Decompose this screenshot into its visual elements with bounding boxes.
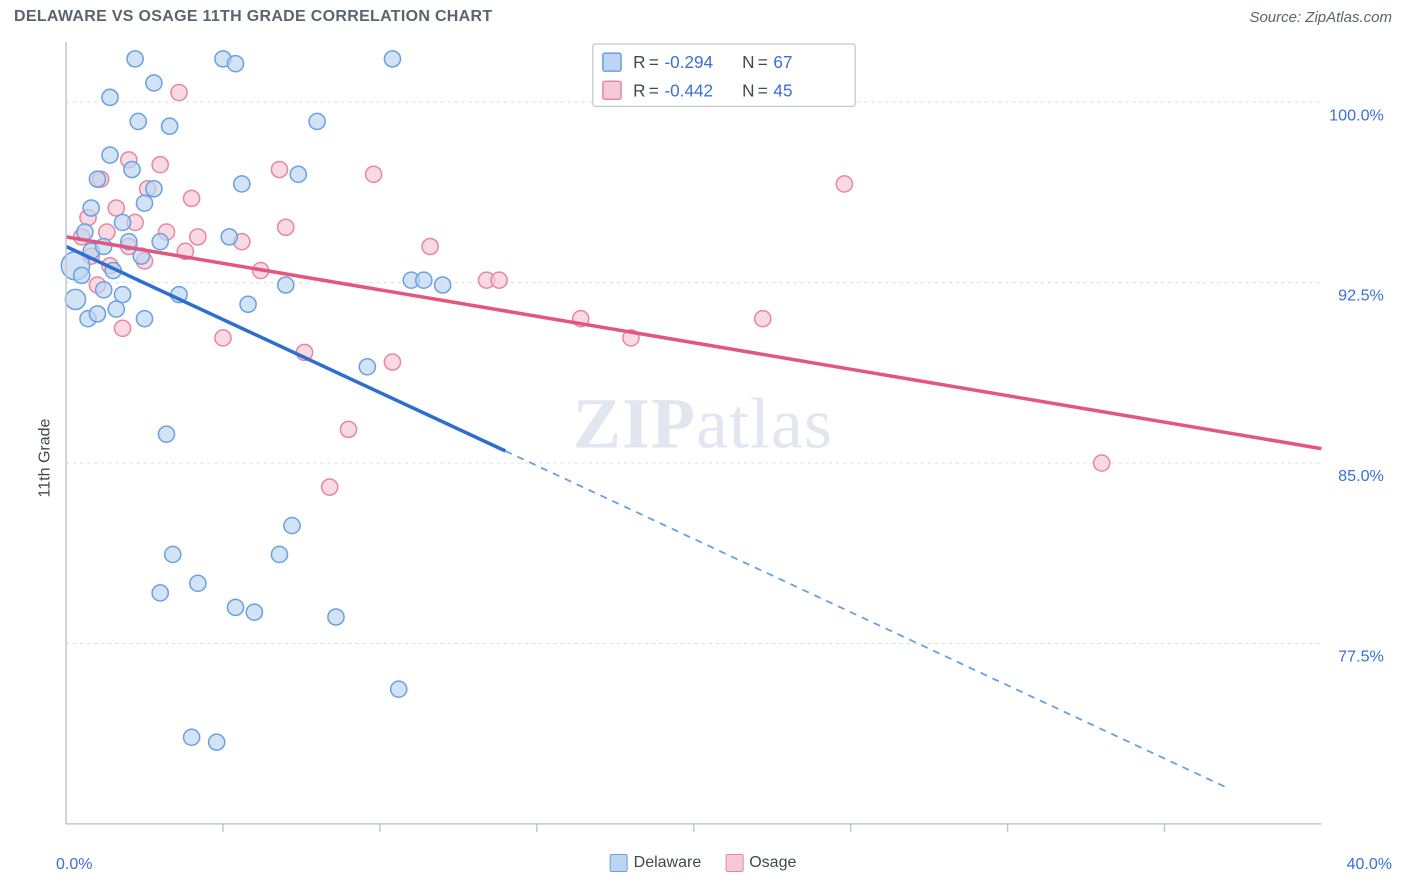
source-label: Source: ZipAtlas.com xyxy=(1249,9,1392,26)
x-axis-min-label: 0.0% xyxy=(56,856,92,874)
legend-item-delaware: Delaware xyxy=(610,854,702,872)
svg-text:=: = xyxy=(758,81,768,100)
svg-text:R: R xyxy=(633,53,645,72)
legend-item-osage: Osage xyxy=(725,854,796,872)
scatter-plot: R=-0.294N=67R=-0.442N=45 100.0%92.5%85.0… xyxy=(60,38,1392,842)
y-axis-label: 11th Grade xyxy=(36,419,54,498)
svg-text:67: 67 xyxy=(773,53,792,72)
svg-text:85.0%: 85.0% xyxy=(1338,467,1384,485)
svg-text:-0.294: -0.294 xyxy=(664,53,713,72)
svg-text:N: N xyxy=(742,81,754,100)
svg-text:=: = xyxy=(758,53,768,72)
svg-text:R: R xyxy=(633,81,645,100)
swatch-icon xyxy=(725,854,743,872)
svg-text:=: = xyxy=(649,53,659,72)
svg-text:100.0%: 100.0% xyxy=(1329,106,1384,124)
svg-text:-0.442: -0.442 xyxy=(664,81,713,100)
svg-text:92.5%: 92.5% xyxy=(1338,287,1384,305)
swatch-icon xyxy=(610,854,628,872)
svg-text:77.5%: 77.5% xyxy=(1338,648,1384,666)
chart-header: DELAWARE VS OSAGE 11TH GRADE CORRELATION… xyxy=(0,0,1406,30)
chart-title: DELAWARE VS OSAGE 11TH GRADE CORRELATION… xyxy=(14,8,492,26)
legend-label: Osage xyxy=(749,854,796,872)
x-axis-max-label: 40.0% xyxy=(1347,856,1392,874)
svg-text:45: 45 xyxy=(773,81,792,100)
svg-text:=: = xyxy=(649,81,659,100)
legend-label: Delaware xyxy=(634,854,702,872)
svg-text:N: N xyxy=(742,53,754,72)
bottom-legend: Delaware Osage xyxy=(610,854,797,872)
chart-area: 11th Grade R=-0.294N=67R=-0.442N=45 100.… xyxy=(14,38,1392,878)
